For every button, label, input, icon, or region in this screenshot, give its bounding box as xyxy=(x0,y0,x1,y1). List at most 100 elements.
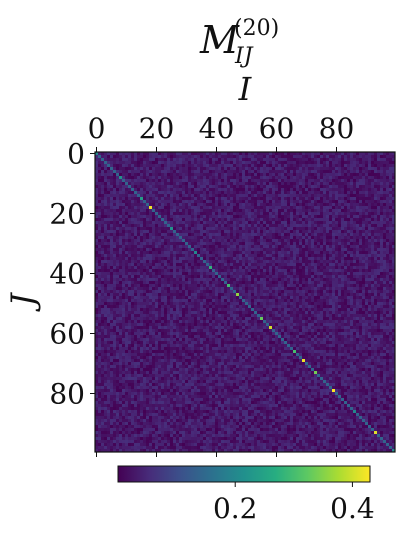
heatmap-cell xyxy=(164,218,168,222)
heatmap-cell xyxy=(326,191,330,195)
heatmap-cell xyxy=(227,164,231,168)
heatmap-cell xyxy=(155,296,159,300)
heatmap-cell xyxy=(311,248,315,252)
heatmap-cell xyxy=(209,236,213,240)
heatmap-cell xyxy=(110,152,114,156)
heatmap-cell xyxy=(269,152,273,156)
heatmap-cell xyxy=(185,200,189,204)
heatmap-cell xyxy=(194,266,198,270)
heatmap-cell xyxy=(131,290,135,294)
heatmap-cell xyxy=(161,215,165,219)
heatmap-cell xyxy=(149,230,153,234)
heatmap-cell xyxy=(107,227,111,231)
heatmap-cell xyxy=(329,182,333,186)
heatmap-cell xyxy=(374,203,378,207)
heatmap-cell xyxy=(161,257,165,261)
heatmap-cell xyxy=(314,278,318,282)
heatmap-cell xyxy=(377,209,381,213)
heatmap-cell xyxy=(239,215,243,219)
heatmap-cell xyxy=(245,212,249,216)
heatmap-cell xyxy=(326,236,330,240)
heatmap-cell xyxy=(326,251,330,255)
heatmap-cell xyxy=(197,191,201,195)
heatmap-cell xyxy=(98,278,102,282)
heatmap-cell xyxy=(329,230,333,234)
heatmap-cell xyxy=(224,296,228,300)
heatmap-cell xyxy=(179,269,183,273)
heatmap-cell xyxy=(134,200,138,204)
heatmap-cell xyxy=(242,170,246,174)
heatmap-cell xyxy=(125,176,129,180)
heatmap-cell xyxy=(278,284,282,288)
heatmap-cell xyxy=(386,293,390,297)
heatmap-cell xyxy=(164,161,168,165)
heatmap-cell xyxy=(377,263,381,267)
heatmap-cell xyxy=(116,155,120,159)
heatmap-cell xyxy=(236,257,240,261)
heatmap-cell xyxy=(305,284,309,288)
heatmap-cell xyxy=(137,230,141,234)
heatmap-cell xyxy=(311,191,315,195)
heatmap-cell xyxy=(137,287,141,291)
heatmap-cell xyxy=(188,296,192,300)
heatmap-cell xyxy=(377,287,381,291)
heatmap-cell xyxy=(203,224,207,228)
heatmap-cell xyxy=(215,281,219,285)
heatmap-cell xyxy=(380,278,384,282)
heatmap-cell xyxy=(140,152,144,156)
heatmap-cell xyxy=(392,227,396,231)
heatmap-cell xyxy=(98,254,102,258)
heatmap-cell xyxy=(347,275,351,279)
heatmap-cell xyxy=(368,206,372,210)
heatmap-cell xyxy=(242,185,246,189)
heatmap-cell xyxy=(206,233,210,237)
heatmap-cell xyxy=(317,203,321,207)
heatmap-cell xyxy=(194,164,198,168)
heatmap-cell xyxy=(182,158,186,162)
heatmap-cell xyxy=(110,161,114,165)
heatmap-cell xyxy=(152,296,156,300)
heatmap-cell xyxy=(383,269,387,273)
heatmap-cell xyxy=(236,254,240,258)
heatmap-cell xyxy=(263,275,267,279)
heatmap-cell xyxy=(119,212,123,216)
heatmap-cell xyxy=(311,257,315,261)
heatmap-cell xyxy=(302,176,306,180)
heatmap-cell xyxy=(362,167,366,171)
heatmap-cell xyxy=(248,197,252,201)
heatmap-cell xyxy=(269,164,273,168)
heatmap-cell xyxy=(386,266,390,270)
heatmap-cell xyxy=(224,209,228,213)
heatmap-cell xyxy=(125,230,129,234)
heatmap-cell xyxy=(119,167,123,171)
heatmap-cell xyxy=(200,293,204,297)
heatmap-cell xyxy=(104,215,108,219)
heatmap-cell xyxy=(380,227,384,231)
heatmap-cell xyxy=(230,176,234,180)
heatmap-cell xyxy=(260,242,264,246)
heatmap-cell xyxy=(185,218,189,222)
heatmap-cell xyxy=(173,263,177,267)
heatmap-cell xyxy=(377,200,381,204)
heatmap-cell xyxy=(272,191,276,195)
heatmap-cell xyxy=(278,296,282,300)
heatmap-cell xyxy=(269,230,273,234)
heatmap-cell xyxy=(329,260,333,264)
heatmap-cell xyxy=(113,233,117,237)
heatmap-cell xyxy=(176,155,180,159)
heatmap-cell xyxy=(167,272,171,276)
heatmap-cell xyxy=(200,215,204,219)
heatmap-cell xyxy=(257,278,261,282)
heatmap-cell xyxy=(152,245,156,249)
heatmap-cell xyxy=(272,245,276,249)
heatmap-cell xyxy=(359,263,363,267)
heatmap-cell xyxy=(344,251,348,255)
heatmap-cell xyxy=(275,245,279,249)
heatmap-cell xyxy=(128,278,132,282)
heatmap-cell xyxy=(200,152,204,156)
heatmap-cell xyxy=(146,251,150,255)
heatmap-cell xyxy=(368,155,372,159)
heatmap-cell xyxy=(347,185,351,189)
heatmap-cell xyxy=(317,206,321,210)
heatmap-cell xyxy=(266,203,270,207)
